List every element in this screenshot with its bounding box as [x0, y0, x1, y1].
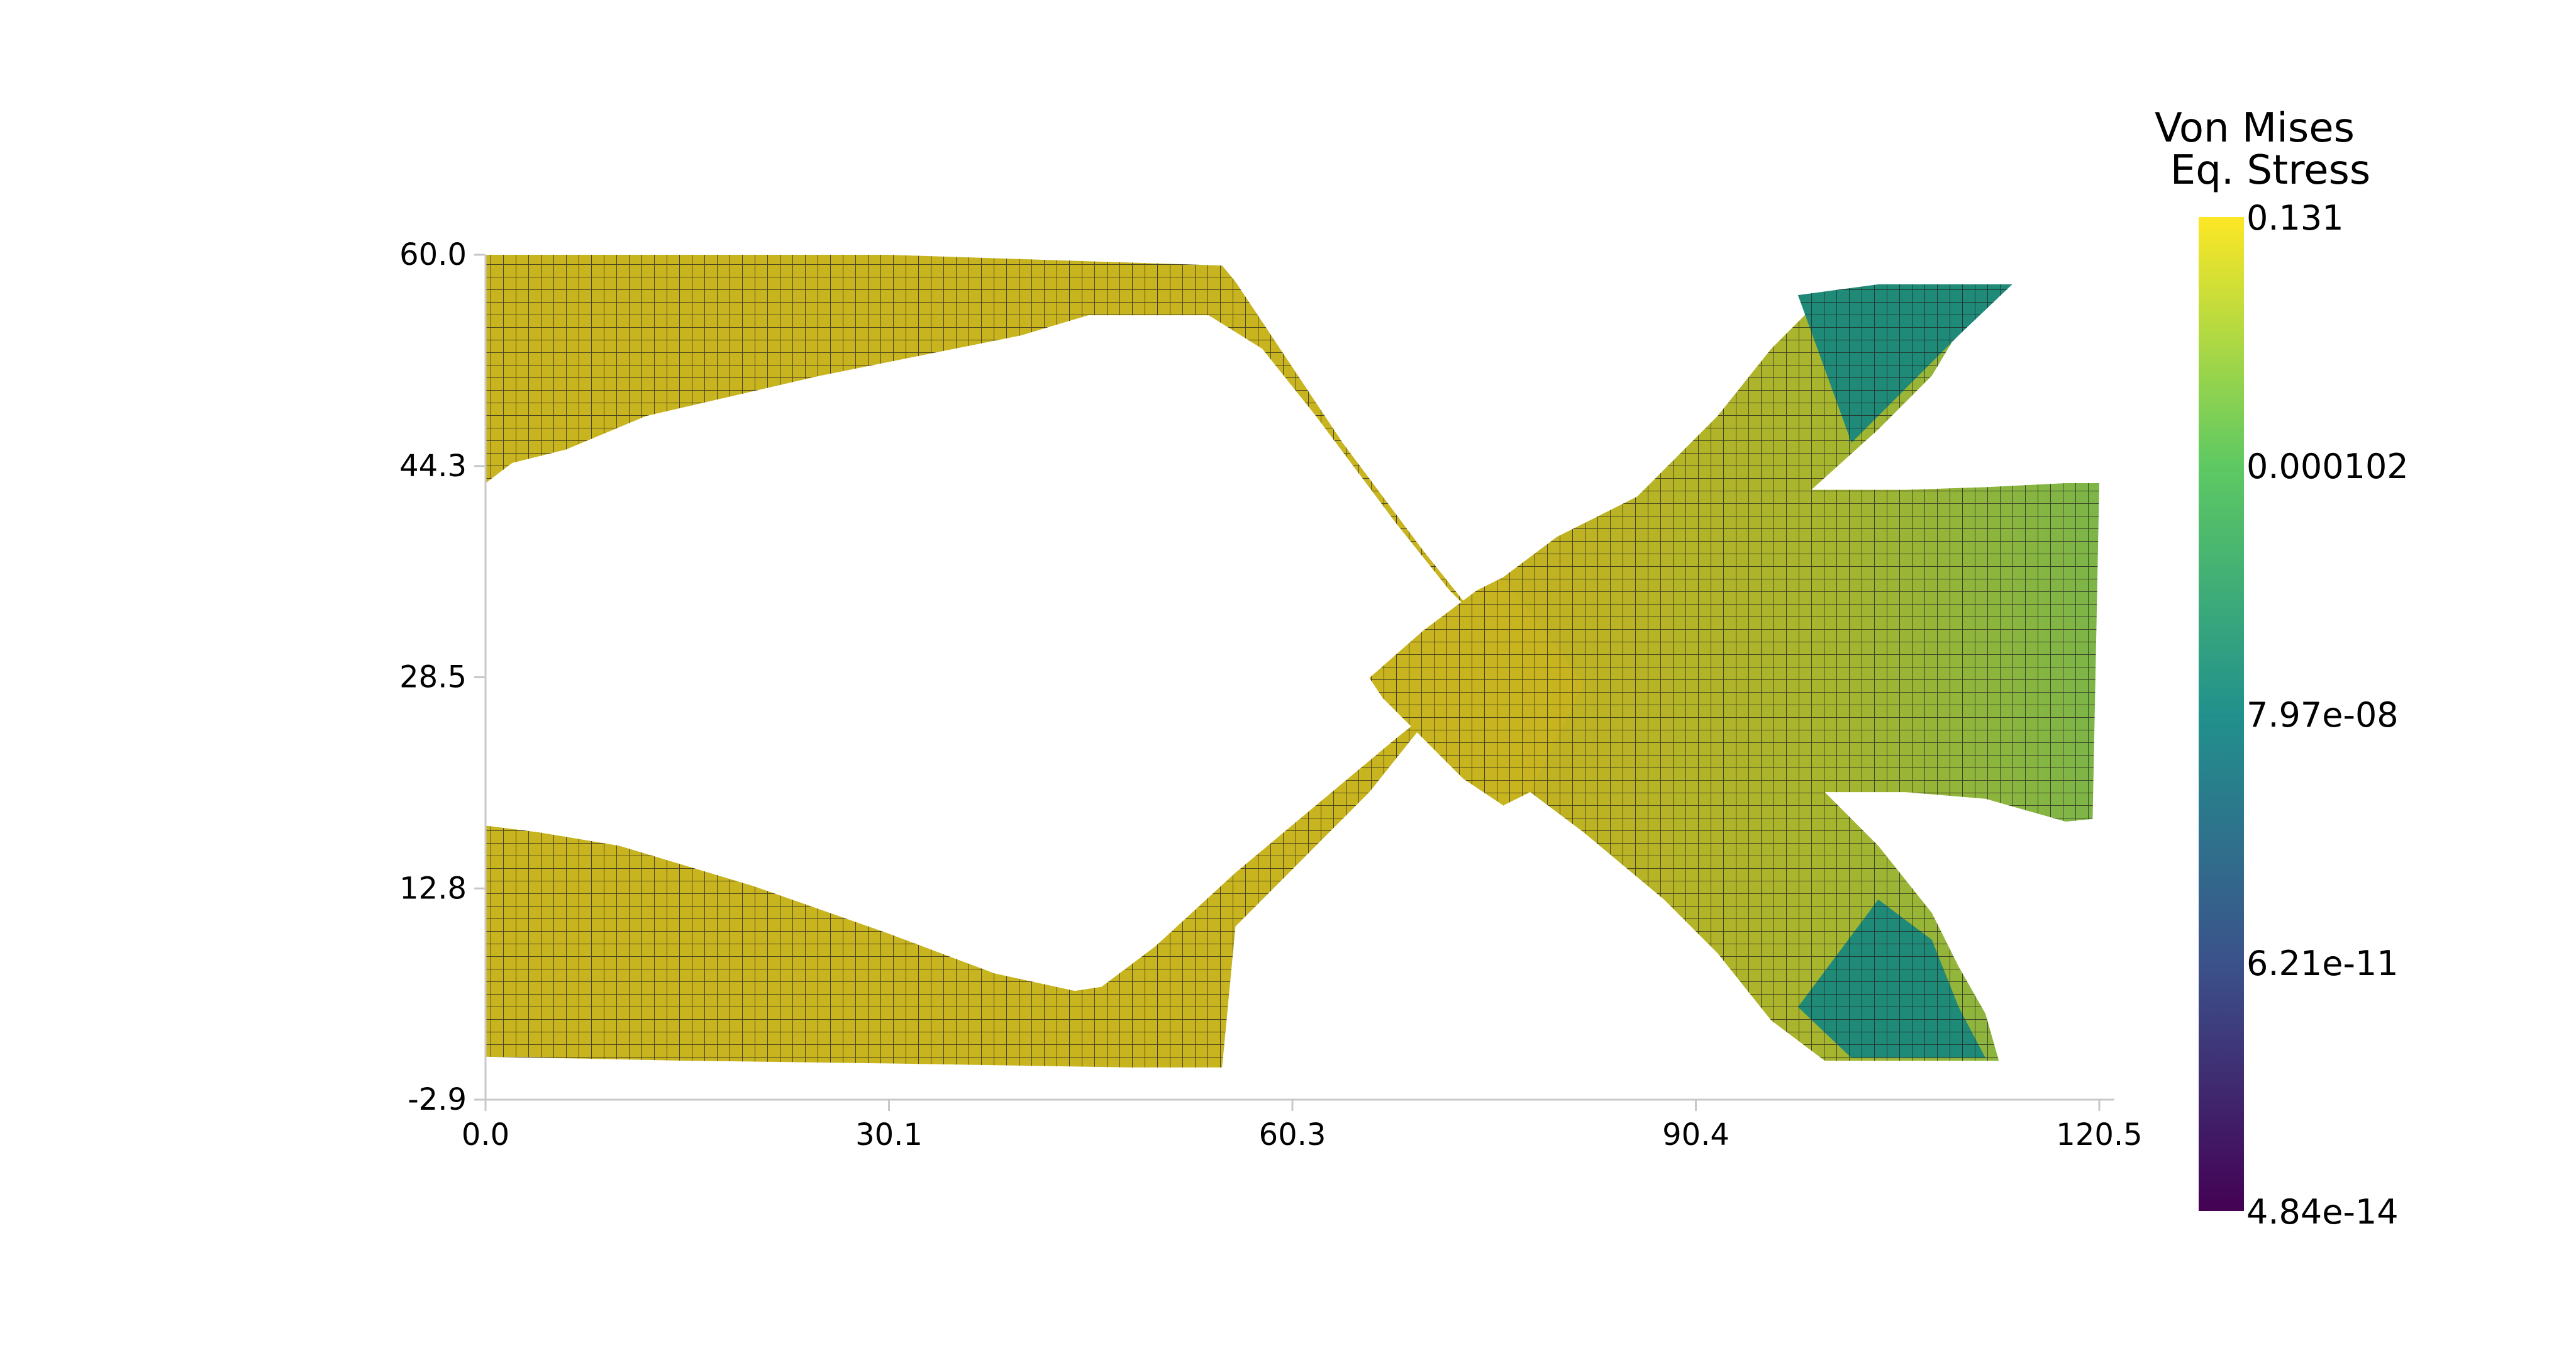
mesh-grid-lower-right-tip: [1797, 899, 1985, 1058]
x-tick-label: 0.0: [462, 1117, 509, 1152]
x-tick-label: 90.4: [1662, 1117, 1729, 1152]
colorbar: Von Mises Eq. Stress 0.131 0.000102 7.97e-…: [2155, 105, 2409, 1232]
colorbar-gradient: [2199, 217, 2244, 1211]
mesh-regions: [486, 255, 2099, 1068]
y-tick-label: 12.8: [399, 871, 467, 906]
y-tick-label: -2.9: [408, 1082, 467, 1117]
x-tick-label: 30.1: [855, 1117, 923, 1152]
colorbar-tick-label: 4.84e-14: [2246, 1192, 2399, 1232]
mesh-grid-upper-left-arm: [486, 255, 1477, 618]
colorbar-tick-label: 0.000102: [2246, 447, 2409, 486]
colorbar-title-line1: Von Mises: [2155, 105, 2355, 152]
y-tick-label: 44.3: [399, 449, 467, 484]
y-tick-label: 60.0: [399, 237, 467, 272]
colorbar-ticks: 0.131 0.000102 7.97e-08 6.21e-11 4.84e-14: [2246, 198, 2409, 1232]
y-tick-label: 28.5: [399, 660, 467, 695]
x-tick-label: 60.3: [1259, 1117, 1326, 1152]
colorbar-title-line2: Eq. Stress: [2170, 147, 2370, 194]
colorbar-tick-label: 6.21e-11: [2246, 944, 2399, 983]
x-tick-label: 120.5: [2056, 1117, 2142, 1152]
mesh-grid-lower-left-arm: [486, 671, 1491, 1068]
colorbar-tick-label: 7.97e-08: [2246, 695, 2399, 735]
axis-ticks: 0.0 30.1 60.3 90.4 120.5 -2.9 12.8 28.5 44.3 60.0: [399, 237, 2143, 1152]
mesh-grid-right-block: [1503, 284, 2099, 1061]
mesh-grid-upper-right-tip: [1797, 284, 2012, 443]
colorbar-tick-label: 0.131: [2246, 198, 2344, 238]
